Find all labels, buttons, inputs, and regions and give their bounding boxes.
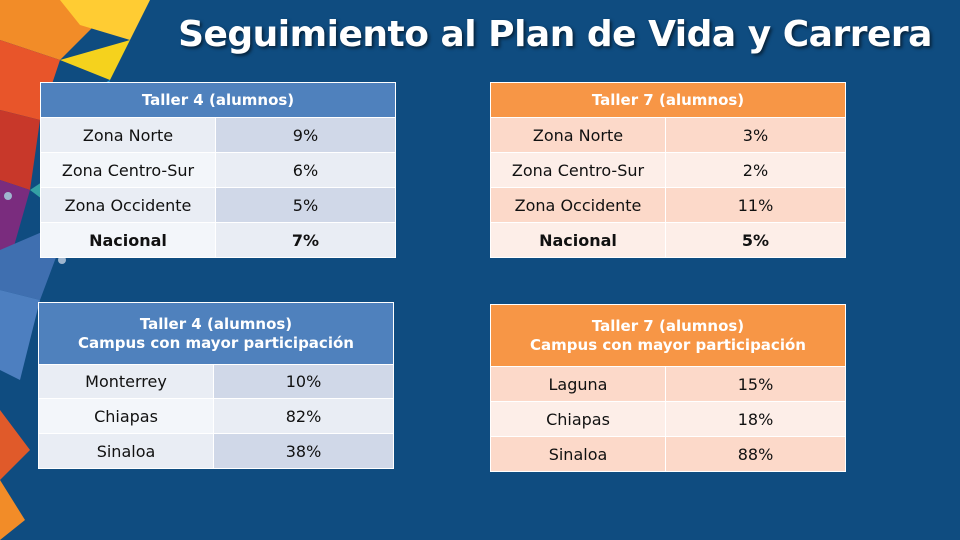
table-header: Taller 7 (alumnos) Campus con mayor part… [490,304,846,367]
row-value: 5% [215,187,396,223]
row-value: 2% [665,152,846,188]
table-row: Sinaloa 38% [38,433,394,469]
row-label: Zona Norte [40,117,216,153]
table-row: Laguna 15% [490,366,846,402]
row-value: 38% [213,433,394,469]
row-label: Chiapas [38,398,214,434]
row-label: Zona Occidente [40,187,216,223]
header-line-1: Taller 4 (alumnos) [139,314,293,333]
table-row: Monterrey 10% [38,364,394,399]
row-value: 9% [215,117,396,153]
row-value: 15% [665,366,846,402]
table-header: Taller 4 (alumnos) Campus con mayor part… [38,302,394,365]
row-label: Nacional [490,222,666,258]
row-value: 10% [213,364,394,399]
row-value: 11% [665,187,846,223]
table-taller4-zonas: Taller 4 (alumnos) Zona Norte 9% Zona Ce… [40,82,396,258]
header-line-2: Campus con mayor participación [78,333,354,352]
row-value: 88% [665,436,846,472]
table-row: Zona Centro-Sur 6% [40,152,396,188]
page-title: Seguimiento al Plan de Vida y Carrera [178,14,932,55]
row-label: Sinaloa [38,433,214,469]
table-row: Zona Occidente 11% [490,187,846,223]
table-row: Chiapas 82% [38,398,394,434]
table-row: Zona Centro-Sur 2% [490,152,846,188]
row-label: Zona Occidente [490,187,666,223]
header-line-1: Taller 7 (alumnos) [591,316,745,335]
table-row: Zona Norte 3% [490,117,846,153]
row-label: Nacional [40,222,216,258]
table-row: Zona Norte 9% [40,117,396,153]
row-label: Zona Centro-Sur [40,152,216,188]
row-value: 5% [665,222,846,258]
table-header: Taller 7 (alumnos) [490,82,846,118]
row-value: 3% [665,117,846,153]
table-row: Zona Occidente 5% [40,187,396,223]
row-label: Chiapas [490,401,666,437]
row-label: Monterrey [38,364,214,399]
table-row: Nacional 7% [40,222,396,258]
row-label: Zona Norte [490,117,666,153]
table-taller4-campus: Taller 4 (alumnos) Campus con mayor part… [38,302,394,469]
table-row: Sinaloa 88% [490,436,846,472]
row-value: 82% [213,398,394,434]
row-label: Laguna [490,366,666,402]
row-value: 18% [665,401,846,437]
table-taller7-campus: Taller 7 (alumnos) Campus con mayor part… [490,304,846,472]
table-row: Chiapas 18% [490,401,846,437]
row-label: Sinaloa [490,436,666,472]
row-label: Zona Centro-Sur [490,152,666,188]
row-value: 7% [215,222,396,258]
table-header: Taller 4 (alumnos) [40,82,396,118]
table-row: Nacional 5% [490,222,846,258]
row-value: 6% [215,152,396,188]
table-taller7-zonas: Taller 7 (alumnos) Zona Norte 3% Zona Ce… [490,82,846,258]
header-line-2: Campus con mayor participación [530,335,806,354]
